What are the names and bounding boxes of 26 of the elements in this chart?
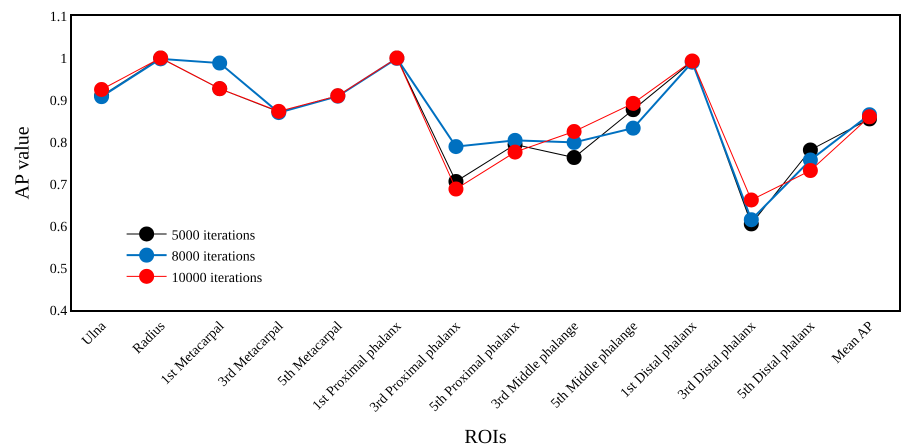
y-tick-label: 0.6 <box>50 220 68 235</box>
y-tick-label: 0.4 <box>50 304 68 319</box>
y-tick-label: 0.5 <box>50 262 68 277</box>
x-axis-title: ROIs <box>464 426 507 448</box>
y-tick-label: 1.1 <box>50 10 68 25</box>
y-tick-label: 0.7 <box>50 178 68 193</box>
point <box>566 150 582 166</box>
point <box>626 120 641 136</box>
y-tick-label: 0.8 <box>50 136 68 151</box>
x-tick-label: Ulna <box>79 318 110 349</box>
legend-label: 10000 iterations <box>172 270 262 286</box>
point <box>508 144 523 160</box>
point <box>448 182 464 197</box>
point <box>744 212 759 228</box>
legend-label: 8000 iterations <box>172 250 256 265</box>
point <box>626 96 641 111</box>
point <box>94 82 110 97</box>
legend-label: 5000 iterations <box>172 228 256 244</box>
y-tick-label: 0.9 <box>50 94 68 109</box>
point <box>566 124 582 139</box>
y-tick-label: 1 <box>60 52 68 67</box>
point <box>448 139 464 154</box>
point <box>212 56 228 71</box>
point <box>744 192 759 208</box>
point <box>802 163 818 178</box>
y-axis-title: AP value <box>12 126 34 200</box>
